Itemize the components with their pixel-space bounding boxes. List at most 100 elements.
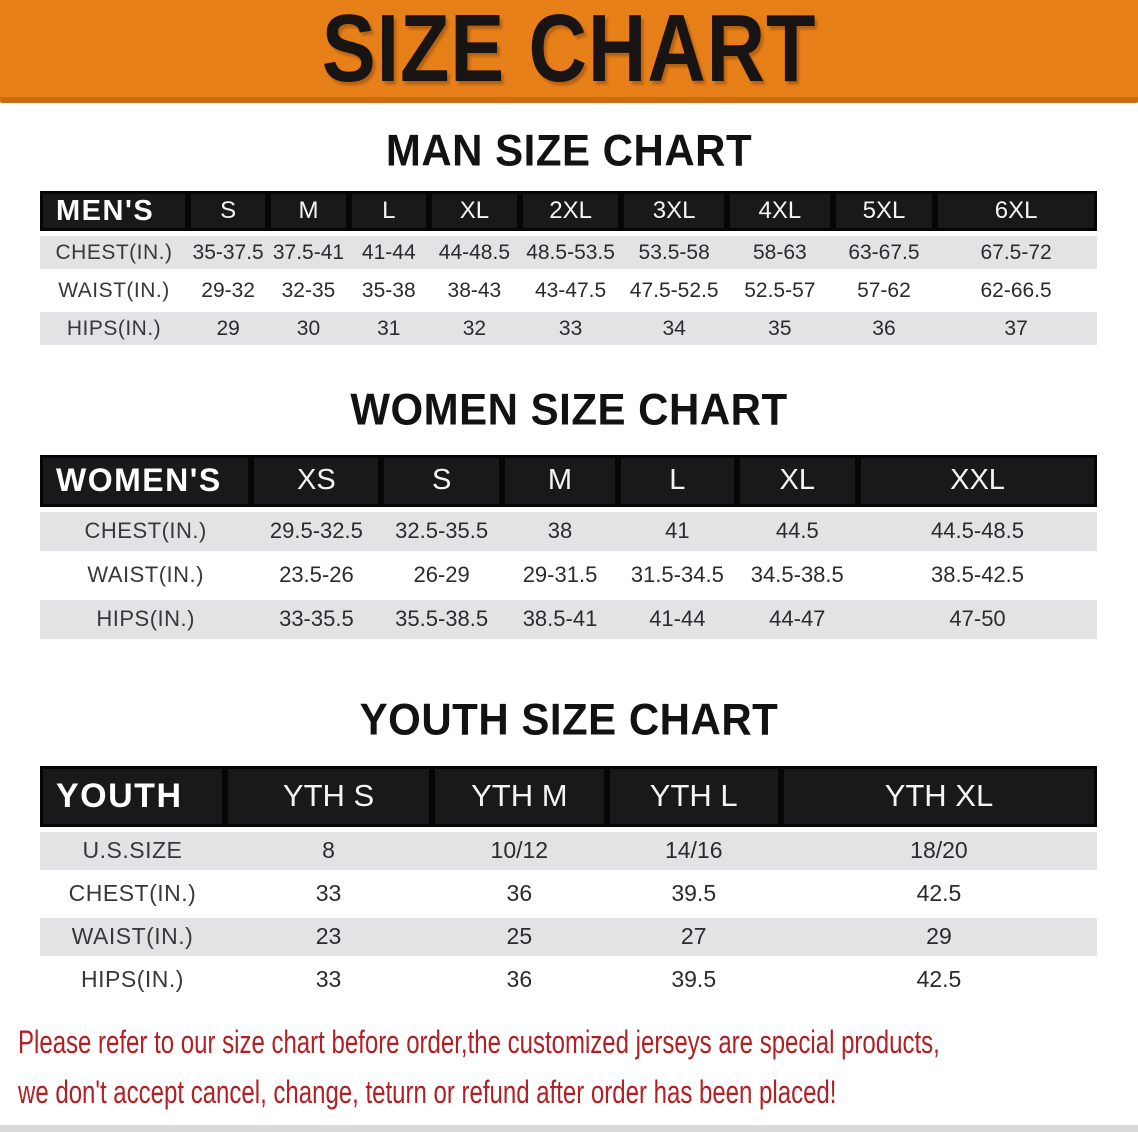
size-value: 42.5 [780,874,1097,913]
table-row: WAIST(IN.) 29-32 32-35 35-38 38-43 43-47.5 47.… [40,274,1097,308]
size-value: 29 [780,917,1097,956]
size-value: 30 [268,312,349,346]
size-value: 38-43 [428,274,520,308]
size-value: 29-32 [187,274,269,308]
size-value: 39.5 [606,960,781,999]
size-value: 36 [432,960,607,999]
size-value: 37 [935,312,1097,346]
size-value: 34.5-38.5 [736,555,859,595]
size-column-header: XL [428,191,520,232]
size-value: 63-67.5 [832,236,936,270]
size-value: 33 [519,312,622,346]
notice-line-1-text: Please refer to our size chart before or… [18,1023,940,1060]
table-title-cell: WOMEN'S [40,454,252,507]
header-row: YOUTH YTH S YTH M YTH L YTH XL [40,765,1097,827]
size-value: 23.5-26 [251,555,382,595]
size-value: 58-63 [727,236,833,270]
size-value: 35-37.5 [187,236,269,270]
row-label: CHEST(IN.) [40,511,252,551]
row-label: WAIST(IN.) [40,274,188,308]
row-label: HIPS(IN.) [40,599,252,639]
size-column-header: 6XL [935,191,1097,232]
size-value: 26-29 [381,555,502,595]
row-label: WAIST(IN.) [40,917,225,956]
size-value: 31.5-34.5 [618,555,737,595]
size-column-header: YTH S [224,765,433,827]
notice-line-1: Please refer to our size chart before or… [18,1017,1138,1067]
size-column-header: S [187,191,269,232]
size-column-header: 4XL [727,191,833,232]
banner: SIZE CHART [0,0,1138,103]
size-value: 27 [606,917,781,956]
size-value: 29.5-32.5 [251,511,382,551]
notice-line-2: we don't accept cancel, change, teturn o… [18,1067,1138,1117]
size-column-header: YTH XL [780,765,1097,827]
size-value: 44-48.5 [428,236,520,270]
header-row: WOMEN'S XS S M L XL XXL [40,454,1097,507]
bottom-edge-strip [0,1125,1138,1132]
size-value: 41-44 [618,599,737,639]
table-row: WAIST(IN.) 23 25 27 29 [40,917,1097,956]
section-heading-youth: YOUTH SIZE CHART [359,694,779,744]
size-column-header: 2XL [519,191,622,232]
size-column-header: XL [736,454,859,507]
size-value: 38.5-42.5 [858,555,1097,595]
size-value: 33 [224,874,433,913]
size-value: 35.5-38.5 [381,599,502,639]
size-column-header: M [501,454,619,507]
size-value: 8 [224,831,433,870]
section-heading-men: MAN SIZE CHART [385,125,753,176]
size-value: 36 [832,312,936,346]
size-section-women: WOMEN SIZE CHART WOMEN'S XS S M L XL XXL CHEST(I… [0,385,1138,643]
size-column-header: L [618,454,737,507]
size-value: 57-62 [832,274,936,308]
size-value: 62-66.5 [935,274,1097,308]
size-column-header: S [381,454,502,507]
size-value: 29-31.5 [501,555,619,595]
size-section-youth: YOUTH SIZE CHART YOUTH YTH S YTH M YTH L YTH … [0,694,1138,1004]
size-value: 33-35.5 [251,599,382,639]
table-row: U.S.SIZE 8 10/12 14/16 18/20 [40,831,1097,870]
size-value: 41 [618,511,737,551]
row-label: WAIST(IN.) [40,555,252,595]
size-value: 25 [432,917,607,956]
size-value: 38 [501,511,619,551]
size-column-header: M [268,191,349,232]
size-column-header: XXL [858,454,1097,507]
row-label: U.S.SIZE [40,831,225,870]
table-row: CHEST(IN.) 33 36 39.5 42.5 [40,874,1097,913]
size-value: 33 [224,960,433,999]
size-value: 18/20 [780,831,1097,870]
table-title-cell: YOUTH [40,765,225,827]
size-value: 53.5-58 [621,236,727,270]
size-value: 37.5-41 [268,236,349,270]
table-title-cell: MEN'S [40,191,188,232]
size-column-header: 5XL [832,191,936,232]
size-value: 38.5-41 [501,599,619,639]
page-title: SIZE CHART [321,0,817,102]
table-row: CHEST(IN.) 29.5-32.5 32.5-35.5 38 41 44.5 44.5… [40,511,1097,551]
size-value: 41-44 [348,236,429,270]
size-value: 44.5-48.5 [858,511,1097,551]
size-table-youth: YOUTH YTH S YTH M YTH L YTH XL U.S.SIZE 8 10/12… [40,761,1097,1004]
size-value: 52.5-57 [727,274,833,308]
size-value: 14/16 [606,831,781,870]
row-label: CHEST(IN.) [40,874,225,913]
size-value: 47.5-52.5 [621,274,727,308]
size-column-header: XS [251,454,382,507]
size-column-header: YTH L [606,765,781,827]
size-value: 31 [348,312,429,346]
table-row: HIPS(IN.) 33-35.5 35.5-38.5 38.5-41 41-44 44-… [40,599,1097,639]
size-value: 43-47.5 [519,274,622,308]
size-value: 42.5 [780,960,1097,999]
size-column-header: L [348,191,429,232]
size-value: 36 [432,874,607,913]
table-row: HIPS(IN.) 29 30 31 32 33 34 35 36 37 [40,312,1097,346]
notice-line-2-text: we don't accept cancel, change, teturn o… [18,1073,837,1110]
size-value: 23 [224,917,433,956]
size-value: 10/12 [432,831,607,870]
size-value: 44.5 [736,511,859,551]
size-chart-sections: MAN SIZE CHART MEN'S S M L XL 2XL 3XL 4XL 5XL 6XL C… [0,125,1138,1004]
size-value: 44-47 [736,599,859,639]
table-row: WAIST(IN.) 23.5-26 26-29 29-31.5 31.5-34.5 34… [40,555,1097,595]
